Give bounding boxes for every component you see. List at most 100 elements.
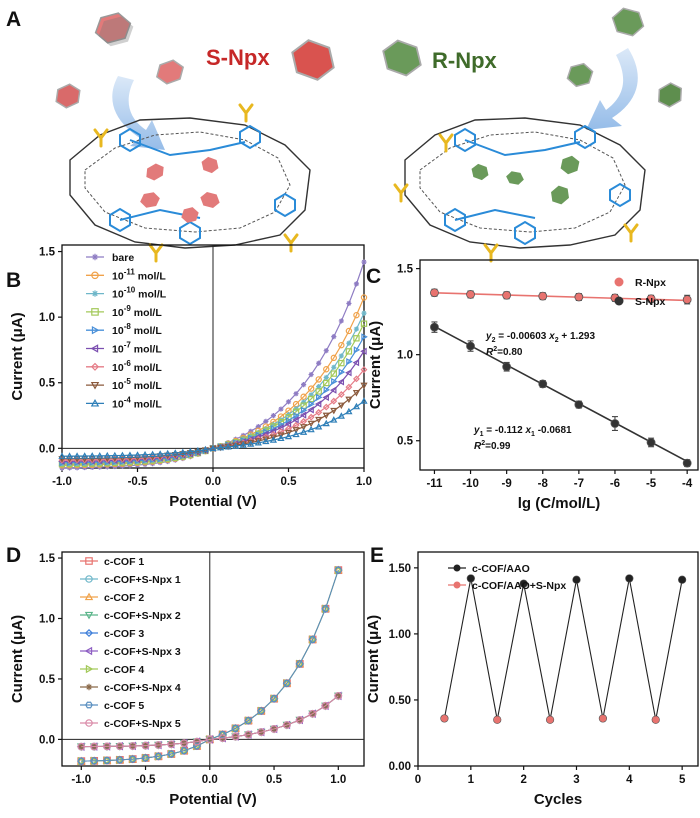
cof-framework-left-icon <box>69 103 311 263</box>
data-point <box>231 732 240 741</box>
data-point <box>292 430 300 438</box>
r-npx-molecule-1-icon <box>382 39 422 77</box>
plot-frame <box>417 551 699 767</box>
data-point <box>682 458 692 468</box>
data-point <box>284 420 292 428</box>
x-tick-label: -8 <box>538 478 549 490</box>
arrow-right-icon <box>586 48 638 130</box>
r-npx-molecule-2-icon <box>611 7 645 37</box>
data-point <box>262 436 270 444</box>
x-axis-label: lg (C/mol/L) <box>518 495 601 512</box>
s-npx-molecule-4-icon <box>291 39 335 81</box>
data-point <box>345 348 353 355</box>
data-point <box>194 446 202 454</box>
data-point <box>360 347 367 355</box>
panel-a: A S-Npx <box>6 7 683 263</box>
x-tick-label: 0.5 <box>266 774 283 786</box>
data-point <box>292 427 300 434</box>
series-d-9: c-COF+S-Npx 5 <box>77 691 343 751</box>
data-point <box>430 322 439 332</box>
data-point <box>262 437 270 445</box>
data-point <box>180 739 188 748</box>
data-point <box>574 292 584 302</box>
data-point <box>338 359 345 367</box>
data-point <box>352 390 361 397</box>
legend-marker <box>91 308 99 316</box>
data-point <box>322 412 330 420</box>
data-point <box>102 757 111 764</box>
legend-marker <box>84 592 94 601</box>
plot-frame <box>419 259 699 471</box>
data-point <box>338 368 346 376</box>
legend-marker <box>90 381 100 390</box>
data-point <box>538 291 548 301</box>
series-e-1: c-COF/AAO+S-Npx <box>440 580 660 724</box>
s-npx-molecule-1-icon <box>94 12 134 47</box>
data-point <box>186 447 194 455</box>
y-tick-label: 1.5 <box>39 247 56 259</box>
data-point <box>345 407 353 415</box>
data-point <box>315 408 323 416</box>
data-point <box>205 735 214 744</box>
data-point <box>321 701 330 710</box>
data-point <box>330 397 338 405</box>
y-axis-label: Current (μA) <box>365 615 382 703</box>
data-point <box>308 392 314 398</box>
data-point <box>285 425 292 433</box>
data-point <box>300 406 308 414</box>
data-point <box>115 756 124 764</box>
legend-marker <box>91 271 99 280</box>
data-point <box>81 452 89 459</box>
data-point <box>360 397 368 404</box>
data-point <box>295 660 304 668</box>
cycle-line <box>443 578 683 720</box>
x-tick-label: 4 <box>626 774 633 786</box>
data-point <box>519 579 528 588</box>
data-point <box>466 290 475 299</box>
r-squared: R2=0.99 <box>474 440 511 452</box>
y-tick-label: 1.5 <box>397 264 414 276</box>
panel-label-e: E <box>370 544 384 567</box>
x-tick-label: -0.5 <box>128 476 148 488</box>
data-point <box>244 730 253 739</box>
data-point <box>360 366 368 374</box>
data-point <box>167 740 176 749</box>
data-point <box>300 393 307 400</box>
data-point <box>598 714 608 723</box>
data-point <box>682 295 692 304</box>
legend-entry: c-COF+S-Npx 1 <box>104 574 181 586</box>
data-point <box>502 362 512 372</box>
data-point <box>538 379 548 389</box>
x-tick-label: 2 <box>520 774 526 786</box>
legend-marker <box>614 296 624 306</box>
legend-entry: c-COF+S-Npx 2 <box>104 610 181 622</box>
cof-framework-right-icon <box>393 117 646 263</box>
data-point <box>610 419 620 428</box>
data-point <box>338 318 344 324</box>
data-point <box>440 714 449 723</box>
data-point <box>115 742 124 751</box>
legend-marker <box>453 564 461 572</box>
x-tick-label: 1.0 <box>330 774 346 786</box>
data-point <box>646 438 656 447</box>
y-tick-label: 1.0 <box>397 350 413 362</box>
legend-entry: c-COF 3 <box>104 628 144 640</box>
data-point <box>345 327 353 335</box>
data-point <box>337 412 345 419</box>
legend-entry: c-COF/AAO <box>472 563 530 575</box>
series-e-0: c-COF/AAO <box>448 563 687 588</box>
y-tick-label: 0.5 <box>397 436 414 448</box>
data-point <box>321 605 330 613</box>
legend-marker <box>84 628 94 638</box>
data-point <box>493 715 502 724</box>
legend-entry: 10-10 mol/L <box>112 286 167 301</box>
data-point <box>239 441 247 448</box>
data-point <box>308 400 315 408</box>
panel-label-c: C <box>366 265 381 288</box>
fit-line <box>434 292 688 302</box>
data-point <box>334 566 343 574</box>
data-point <box>315 376 322 383</box>
data-point <box>244 717 253 725</box>
y-tick-label: 0.50 <box>389 695 411 707</box>
data-point <box>308 636 317 643</box>
